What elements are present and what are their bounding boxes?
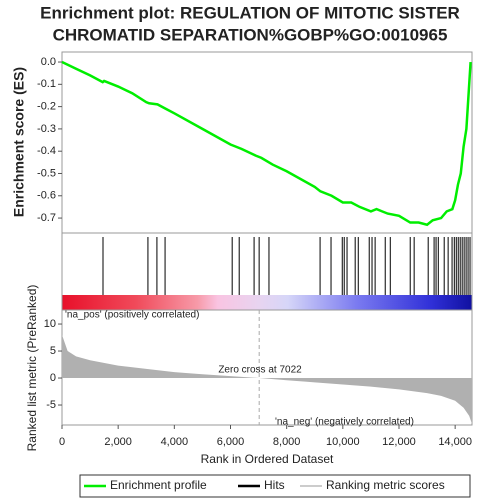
x-axis-label: Rank in Ordered Dataset bbox=[201, 452, 334, 466]
annotation: Zero cross at 7022 bbox=[218, 365, 302, 376]
y-tick-label: 5 bbox=[50, 345, 56, 357]
y-tick-label: -0.6 bbox=[37, 190, 56, 202]
annotation: 'na_pos' (positively correlated) bbox=[65, 310, 199, 321]
y-tick-label: 10 bbox=[44, 318, 56, 330]
color-bar bbox=[62, 295, 472, 310]
y-tick-label: -0.5 bbox=[37, 167, 56, 179]
x-tick-label: 2,000 bbox=[104, 436, 132, 448]
y-tick-label: -0.1 bbox=[37, 78, 56, 90]
legend-label: Enrichment profile bbox=[110, 478, 207, 492]
y-tick-label: -0.4 bbox=[37, 145, 56, 157]
legend bbox=[79, 474, 471, 498]
x-tick-label: 0 bbox=[59, 436, 65, 448]
y-axis-label: Ranked list metric (PreRanked) bbox=[25, 285, 39, 452]
legend-label: Hits bbox=[264, 478, 285, 492]
y-tick-label: 0.0 bbox=[41, 56, 56, 68]
frame bbox=[61, 51, 473, 426]
x-tick-label: 12,000 bbox=[382, 436, 416, 448]
x-tick-label: 10,000 bbox=[326, 436, 360, 448]
metric-area bbox=[62, 334, 472, 424]
x-tick-label: 6,000 bbox=[217, 436, 245, 448]
chart-title: Enrichment plot: REGULATION OF MITOTIC S… bbox=[40, 3, 460, 22]
annotation: 'na_neg' (negatively correlated) bbox=[275, 417, 414, 428]
y-tick-label: -0.7 bbox=[37, 212, 56, 224]
y-tick-label: -0.2 bbox=[37, 101, 56, 113]
y-tick-label: -5 bbox=[46, 399, 56, 411]
es-line bbox=[61, 60, 472, 227]
chart-title: CHROMATID SEPARATION%GOBP%GO:0010965 bbox=[53, 25, 448, 44]
x-tick-label: 14,000 bbox=[438, 436, 472, 448]
x-tick-label: 4,000 bbox=[161, 436, 189, 448]
x-tick-label: 8,000 bbox=[273, 436, 301, 448]
y-tick-label: -0.3 bbox=[37, 123, 56, 135]
y-tick-label: 0 bbox=[50, 372, 56, 384]
y-axis-label: Enrichment score (ES) bbox=[11, 67, 27, 217]
legend-label: Ranking metric scores bbox=[326, 478, 445, 492]
